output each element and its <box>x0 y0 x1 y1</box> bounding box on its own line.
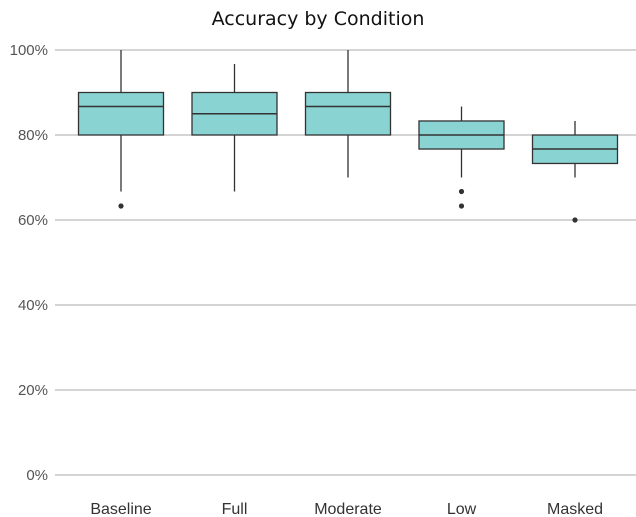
x-tick-label: Full <box>222 501 248 517</box>
box-low <box>418 106 505 209</box>
x-tick-label: Masked <box>547 501 603 517</box>
outlier-point <box>458 188 465 195</box>
y-axis: 0% 20% 40% 60% 80% 100% <box>10 42 48 484</box>
box-body <box>304 91 392 136</box>
boxes <box>77 50 619 223</box>
box-moderate <box>304 50 392 178</box>
box-full <box>191 64 278 192</box>
x-tick-label: Low <box>447 501 477 517</box>
box-baseline <box>77 50 165 209</box>
y-tick-label: 100% <box>10 42 48 59</box>
chart-title: Accuracy by Condition <box>211 8 425 30</box>
outlier-point <box>572 217 578 223</box>
y-tick-label: 40% <box>18 297 48 314</box>
y-tick-label: 20% <box>18 382 48 399</box>
y-tick-label: 80% <box>18 127 48 144</box>
outlier-point <box>118 203 124 209</box>
x-tick-label: Baseline <box>90 501 151 517</box>
y-tick-label: 0% <box>26 467 48 484</box>
box-masked <box>531 120 619 223</box>
box-body <box>77 91 165 136</box>
x-tick-label: Moderate <box>314 501 382 517</box>
x-axis: Baseline Full Moderate Low Masked <box>90 501 603 517</box>
y-tick-label: 60% <box>18 212 48 229</box>
outlier-point <box>458 203 465 209</box>
